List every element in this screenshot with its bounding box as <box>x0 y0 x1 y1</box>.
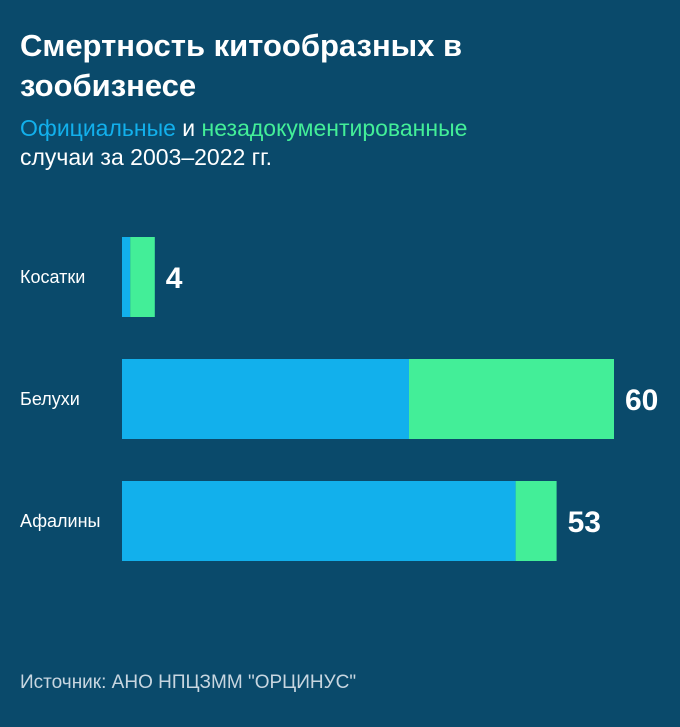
category-label: Афалины <box>20 511 100 531</box>
category-label: Белухи <box>20 389 80 409</box>
chart-subtitle: Официальные и незадокументированные случ… <box>20 114 660 172</box>
legend-undocumented: незадокументированные <box>201 115 468 141</box>
bar-segment-official <box>122 359 409 439</box>
bar-segment-undocumented <box>130 237 155 317</box>
legend-conjunction: и <box>182 115 196 141</box>
bar-segment-undocumented <box>409 359 614 439</box>
bar-chart: Косатки 4 Белухи 60 Афалины 53 <box>20 237 658 561</box>
bar-segment-undocumented <box>515 481 557 561</box>
bar-segment-official <box>122 481 516 561</box>
bar-segment-official <box>122 237 131 317</box>
subtitle-period: случаи за 2003–2022 гг. <box>20 144 273 170</box>
value-label: 53 <box>568 506 601 539</box>
value-label: 4 <box>166 262 183 295</box>
category-label: Косатки <box>20 267 85 287</box>
source-note: Источник: АНО НПЦЗММ "ОРЦИНУС" <box>20 672 357 693</box>
value-label: 60 <box>625 384 658 417</box>
legend-official: Официальные <box>20 115 176 141</box>
chart-title: Смертность китообразных в зообизнесе <box>20 28 463 103</box>
